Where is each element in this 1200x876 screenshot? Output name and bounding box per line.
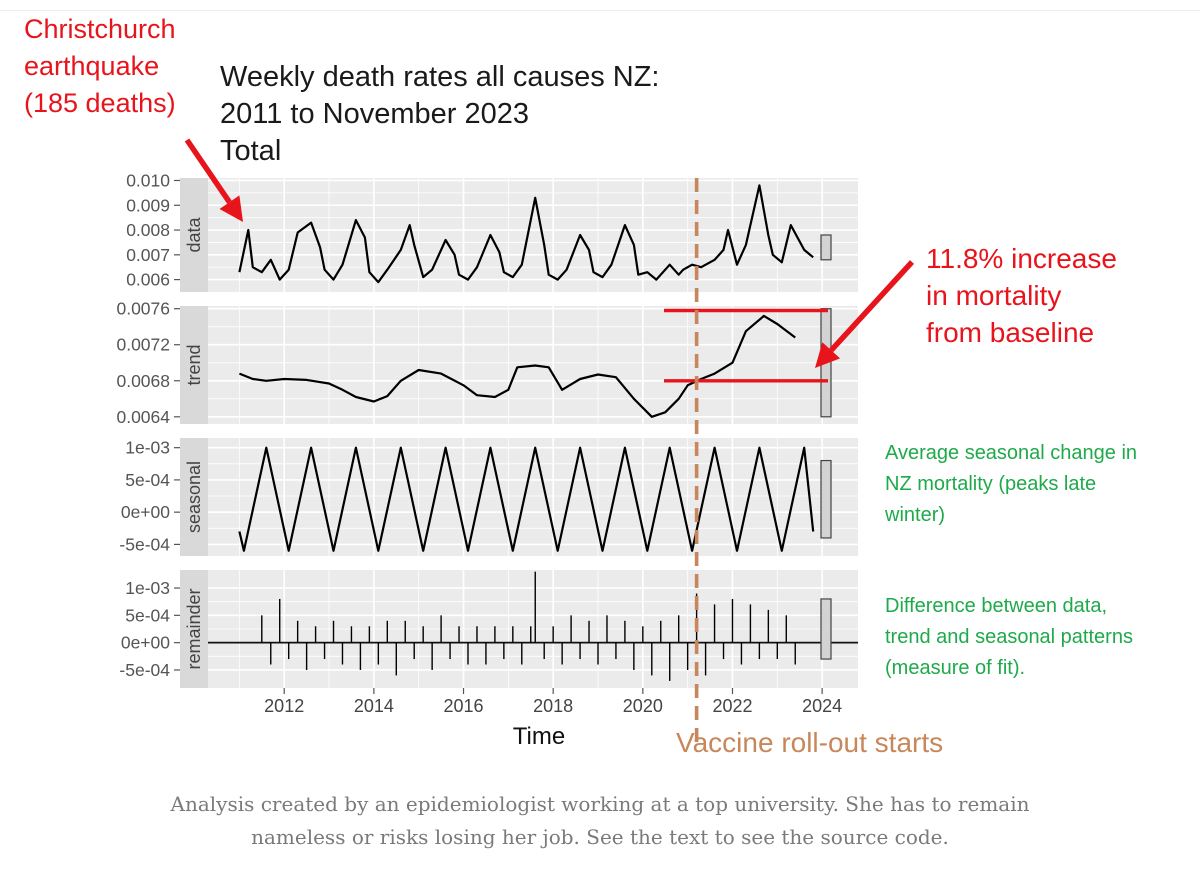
x-axis: 2012 2014 2016 2018 2020 2022 2024 Time [264, 688, 842, 750]
annotation-christchurch: Christchurch earthquake (185 deaths) [24, 14, 176, 118]
y-tick-label: 0.0064 [116, 407, 170, 427]
y-tick-label: 0.009 [126, 195, 170, 215]
series-seasonal [238, 446, 815, 552]
chart-title-line-3: Total [220, 135, 281, 167]
panel-strip-label-data: data [184, 217, 204, 253]
arrow-christchurch-shaft [184, 138, 232, 204]
scale-bar-seasonal [820, 459, 832, 539]
arrow-mortality-increase-head [815, 342, 841, 368]
arrow-mortality-increase-shaft [829, 260, 915, 353]
x-tick-label: 2012 [264, 696, 304, 716]
y-tick-label: -5e-04 [119, 660, 170, 680]
top-rule [0, 10, 1200, 11]
vaccine-rollout-label: Vaccine roll-out starts [676, 727, 943, 758]
caption-line-1: Analysis created by an epidemiologist wo… [170, 792, 1030, 816]
y-tick-label: 0.007 [126, 245, 170, 265]
series-data [238, 184, 814, 284]
panel-strip-remainder [180, 570, 208, 688]
chart-title: Weekly death rates all causes NZ: 2011 to… [220, 61, 660, 167]
y-tick-label: 0e+00 [121, 502, 170, 522]
annotation-remainder: Difference between data, trend and season… [885, 595, 1133, 679]
panel-strip-trend [180, 306, 208, 424]
x-axis-label: Time [513, 723, 565, 750]
y-tick-label: 5e-04 [125, 470, 170, 490]
x-tick-label: 2020 [623, 696, 663, 716]
arrow-mortality-increase [815, 260, 915, 368]
y-tick-label: 0.0072 [116, 335, 170, 355]
y-tick-label: 1e-03 [125, 438, 170, 458]
annotation-remainder-line-3: (measure of fit). [885, 657, 1025, 679]
annotation-christchurch-line-2: earthquake [24, 51, 159, 81]
y-tick-label: 0.010 [126, 170, 170, 190]
scale-bar-data [820, 234, 832, 261]
caption-line-2: nameless or risks losing her job. See th… [251, 825, 949, 849]
series-trend [238, 314, 796, 418]
y-tick-label: 0.0068 [116, 371, 170, 391]
y-tick-label: 5e-04 [125, 605, 170, 625]
x-tick-label: 2022 [712, 696, 752, 716]
x-tick-label: 2018 [533, 696, 573, 716]
annotation-seasonal-line-1: Average seasonal change in [885, 442, 1137, 464]
panel-remainder: remainder -5e-04 0e+00 5e-04 1e-03 [119, 570, 858, 688]
y-tick-label: 1e-03 [125, 578, 170, 598]
panel-data: data 0.006 0.007 0.008 0.009 0.010 [126, 170, 858, 292]
annotation-mortality-increase-line-2: in mortality [926, 280, 1061, 311]
annotation-christchurch-line-1: Christchurch [24, 14, 176, 44]
annotation-remainder-line-2: trend and seasonal patterns [885, 626, 1133, 648]
y-tick-label: 0.008 [126, 220, 170, 240]
x-tick-label: 2024 [802, 696, 842, 716]
x-tick-label: 2014 [354, 696, 394, 716]
annotation-mortality-increase: 11.8% increase in mortality from baseline [926, 243, 1117, 348]
annotations: Christchurch earthquake (185 deaths) 11.8% … [24, 14, 1137, 679]
y-tick-label: 0.0076 [116, 299, 170, 319]
panel-trend: trend 0.0064 0.0068 0.0072 0.0076 [116, 299, 858, 427]
annotation-mortality-increase-line-1: 11.8% increase [926, 243, 1117, 274]
chart-title-line-1: Weekly death rates all causes NZ: [220, 61, 660, 93]
vaccine-rollout-vline-group: Vaccine roll-out starts [676, 178, 943, 758]
panel-strip-label-trend: trend [184, 344, 204, 385]
chart-panels: data 0.006 0.007 0.008 0.009 0.010 trend 0.0064… [116, 170, 858, 688]
annotation-seasonal-line-3: winter) [884, 504, 945, 526]
arrow-christchurch [184, 138, 243, 222]
panel-strip-label-seasonal: seasonal [184, 461, 204, 533]
y-tick-label: 0.006 [126, 270, 170, 290]
annotation-christchurch-line-3: (185 deaths) [24, 88, 176, 118]
x-tick-label: 2016 [443, 696, 483, 716]
y-tick-label: -5e-04 [119, 534, 170, 554]
arrow-christchurch-head [219, 195, 243, 222]
panel-seasonal: seasonal -5e-04 0e+00 5e-04 1e-03 [119, 438, 858, 556]
panel-strip-data [180, 178, 208, 292]
scale-bar-remainder [820, 598, 832, 660]
panel-strip-label-remainder: remainder [184, 588, 204, 669]
panel-strip-seasonal [180, 438, 208, 556]
y-tick-label: 0e+00 [121, 633, 170, 653]
caption: Analysis created by an epidemiologist wo… [100, 788, 1100, 854]
annotation-seasonal-line-2: NZ mortality (peaks late [885, 473, 1096, 495]
annotation-mortality-increase-line-3: from baseline [926, 317, 1094, 348]
chart-title-line-2: 2011 to November 2023 [220, 98, 529, 130]
annotation-remainder-line-1: Difference between data, [885, 595, 1107, 617]
annotation-seasonal: Average seasonal change in NZ mortality (… [884, 442, 1137, 526]
